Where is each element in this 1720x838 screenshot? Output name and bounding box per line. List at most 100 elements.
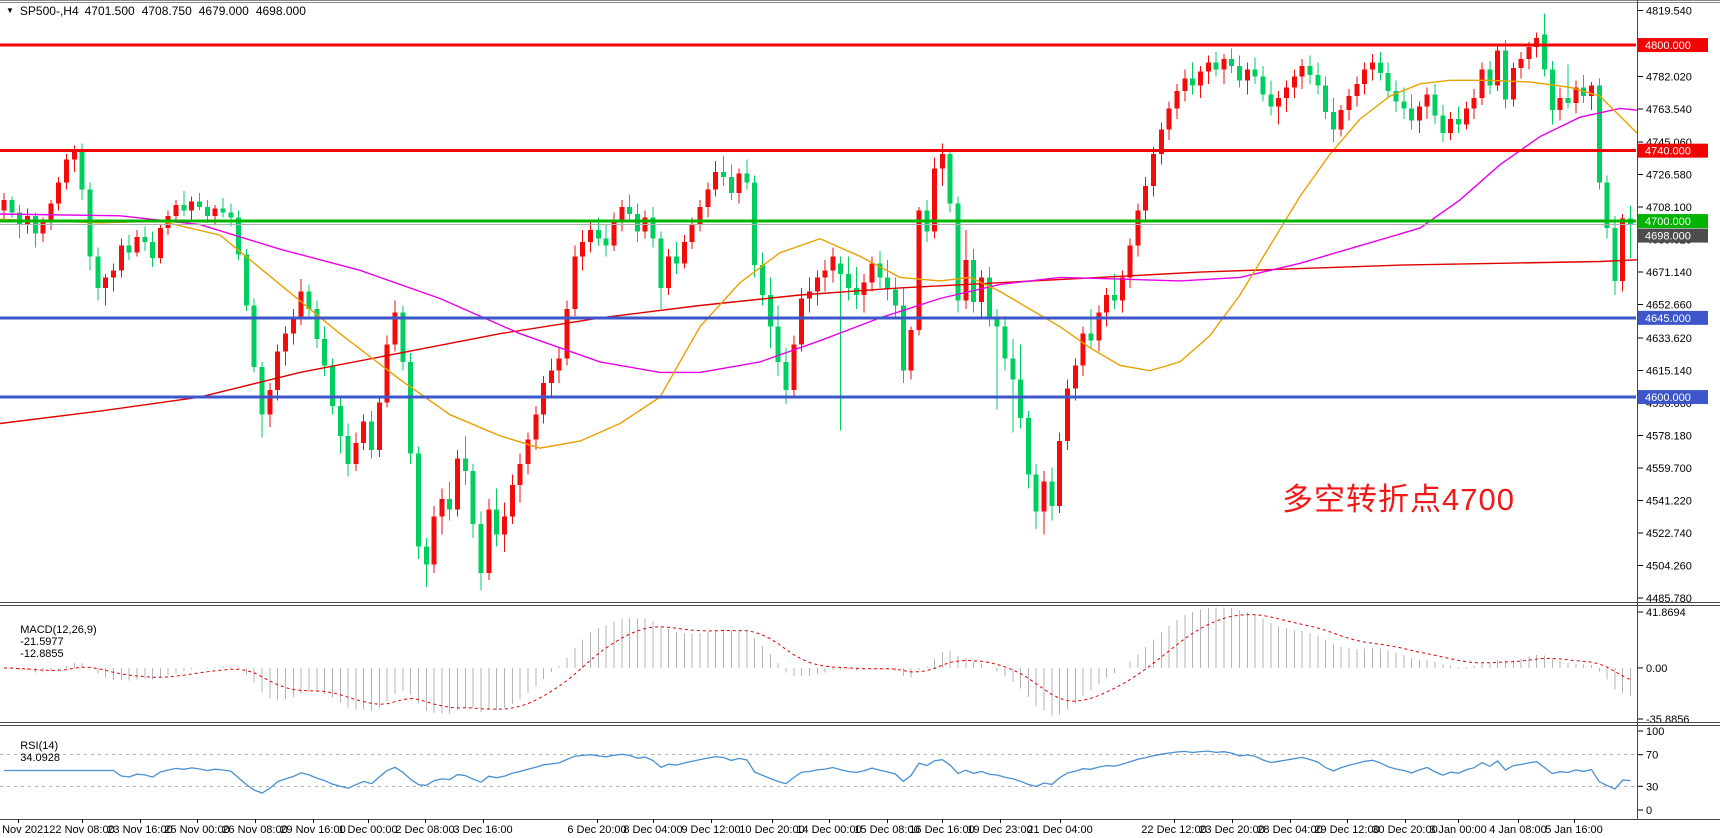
- candle-body: [736, 173, 742, 193]
- price-line-label: 4645.000: [1645, 313, 1691, 325]
- candle-body: [1229, 59, 1235, 67]
- candle-body: [415, 453, 421, 547]
- candle-body: [1456, 118, 1462, 125]
- candle-body: [1276, 97, 1282, 107]
- candle-body: [361, 421, 367, 443]
- candle-body: [979, 277, 984, 303]
- price-tick-label: 4819.540: [1646, 6, 1692, 18]
- candle-body: [1393, 90, 1399, 102]
- chart-annotation: 多空转折点4700: [1282, 482, 1515, 517]
- candle-body: [986, 277, 992, 318]
- candle-body: [283, 333, 289, 352]
- price-tick-label: 4726.580: [1646, 169, 1692, 181]
- candle-body: [1244, 69, 1250, 81]
- candle-body: [1377, 62, 1383, 74]
- time-tick-label: 29 Dec 12:00: [1314, 824, 1379, 836]
- candle-body: [173, 205, 179, 216]
- macd-main-value: -21.5977: [20, 636, 64, 648]
- candle-body: [1518, 59, 1524, 68]
- rsi-name: RSI(14): [20, 740, 59, 752]
- candle-body: [392, 312, 398, 345]
- candle-body: [650, 217, 656, 239]
- candle-body: [1588, 85, 1594, 97]
- candle-body: [71, 150, 77, 160]
- time-tick-label: 30 Dec 20:00: [1372, 824, 1437, 836]
- ohlc-close: 4698.000: [255, 4, 306, 18]
- candle-body: [900, 305, 906, 371]
- candle-body: [1088, 333, 1094, 341]
- candle-body: [455, 458, 461, 510]
- candle-body: [126, 245, 132, 253]
- candle-body: [1065, 388, 1071, 442]
- ohlc-values: 4701.500 4708.750 4679.000 4698.000: [85, 4, 313, 18]
- candle-body: [705, 189, 711, 207]
- candle-body: [290, 317, 296, 334]
- candle-body: [384, 344, 390, 403]
- candle-body: [1205, 62, 1211, 72]
- ohlc-open: 4701.500: [84, 4, 135, 18]
- candle-body: [627, 206, 633, 215]
- candle-body: [181, 205, 187, 211]
- macd-indicator-label: MACD(12,26,9) -21.5977 -12.8855: [8, 612, 103, 672]
- candle-body: [564, 309, 570, 359]
- candle-body: [79, 150, 85, 190]
- time-tick-label: 19 Nov 2021: [0, 824, 49, 836]
- time-tick-label: 23 Dec 20:00: [1199, 824, 1264, 836]
- symbol-name: SP500-,H4: [19, 4, 79, 18]
- candle-body: [1487, 69, 1493, 86]
- candle-body: [1237, 66, 1243, 81]
- price-line-label-bg: [1638, 310, 1708, 325]
- candle-body: [1299, 66, 1305, 77]
- candle-body: [1604, 182, 1610, 229]
- macd-name: MACD(12,26,9): [20, 624, 97, 636]
- candle-body: [345, 435, 351, 464]
- price-line-label-bg: [1638, 214, 1708, 229]
- candle-body: [947, 154, 953, 204]
- symbol-dropdown-icon[interactable]: ▼: [6, 6, 14, 15]
- candle-body: [447, 499, 453, 510]
- bid-price-label-bg: [1638, 228, 1708, 243]
- candle-body: [462, 458, 468, 471]
- rsi-axis-label: 100: [1646, 726, 1664, 738]
- candle-body: [1557, 97, 1563, 111]
- price-tick-label: 4541.220: [1646, 496, 1692, 508]
- candle-body: [1338, 110, 1344, 130]
- candle-body: [17, 212, 23, 225]
- candle-body: [322, 338, 328, 366]
- candle-body: [197, 201, 202, 207]
- candle-body: [1072, 365, 1078, 389]
- candle-body: [1424, 94, 1430, 107]
- candle-body: [1596, 85, 1602, 183]
- candle-body: [689, 224, 695, 243]
- candle-body: [822, 270, 828, 278]
- candle-body: [1401, 101, 1407, 109]
- candle-body: [658, 238, 664, 288]
- candle-body: [1323, 85, 1329, 112]
- candle-body: [1033, 474, 1039, 512]
- time-tick-label: 8 Dec 04:00: [623, 824, 682, 836]
- candle-body: [1010, 358, 1016, 380]
- candle-body: [1565, 97, 1571, 104]
- time-tick-label: 3 Dec 16:00: [453, 824, 512, 836]
- candle-body: [212, 208, 218, 216]
- macd-axis-label: 41.8694: [1646, 607, 1686, 619]
- candle-body: [814, 277, 820, 292]
- price-tick-label: 4504.260: [1646, 561, 1692, 573]
- candle-body: [1190, 78, 1196, 86]
- candle-body: [1354, 83, 1360, 97]
- candle-body: [1330, 111, 1336, 130]
- price-tick-label: 4633.620: [1646, 333, 1692, 345]
- time-scale[interactable]: [0, 820, 1720, 838]
- price-scale[interactable]: [1638, 0, 1720, 819]
- candle-body: [728, 177, 734, 193]
- candle-body: [1119, 277, 1125, 301]
- candle-body: [1573, 87, 1579, 104]
- bid-price-label: 4698.000: [1645, 231, 1691, 243]
- candle-body: [619, 206, 625, 222]
- candle-body: [674, 256, 680, 264]
- price-line-label: 4700.000: [1645, 216, 1691, 228]
- price-tick-label: 4708.100: [1646, 202, 1692, 214]
- time-tick-label: 23 Nov 16:00: [107, 824, 172, 836]
- time-tick-label: 15 Dec 08:00: [854, 824, 919, 836]
